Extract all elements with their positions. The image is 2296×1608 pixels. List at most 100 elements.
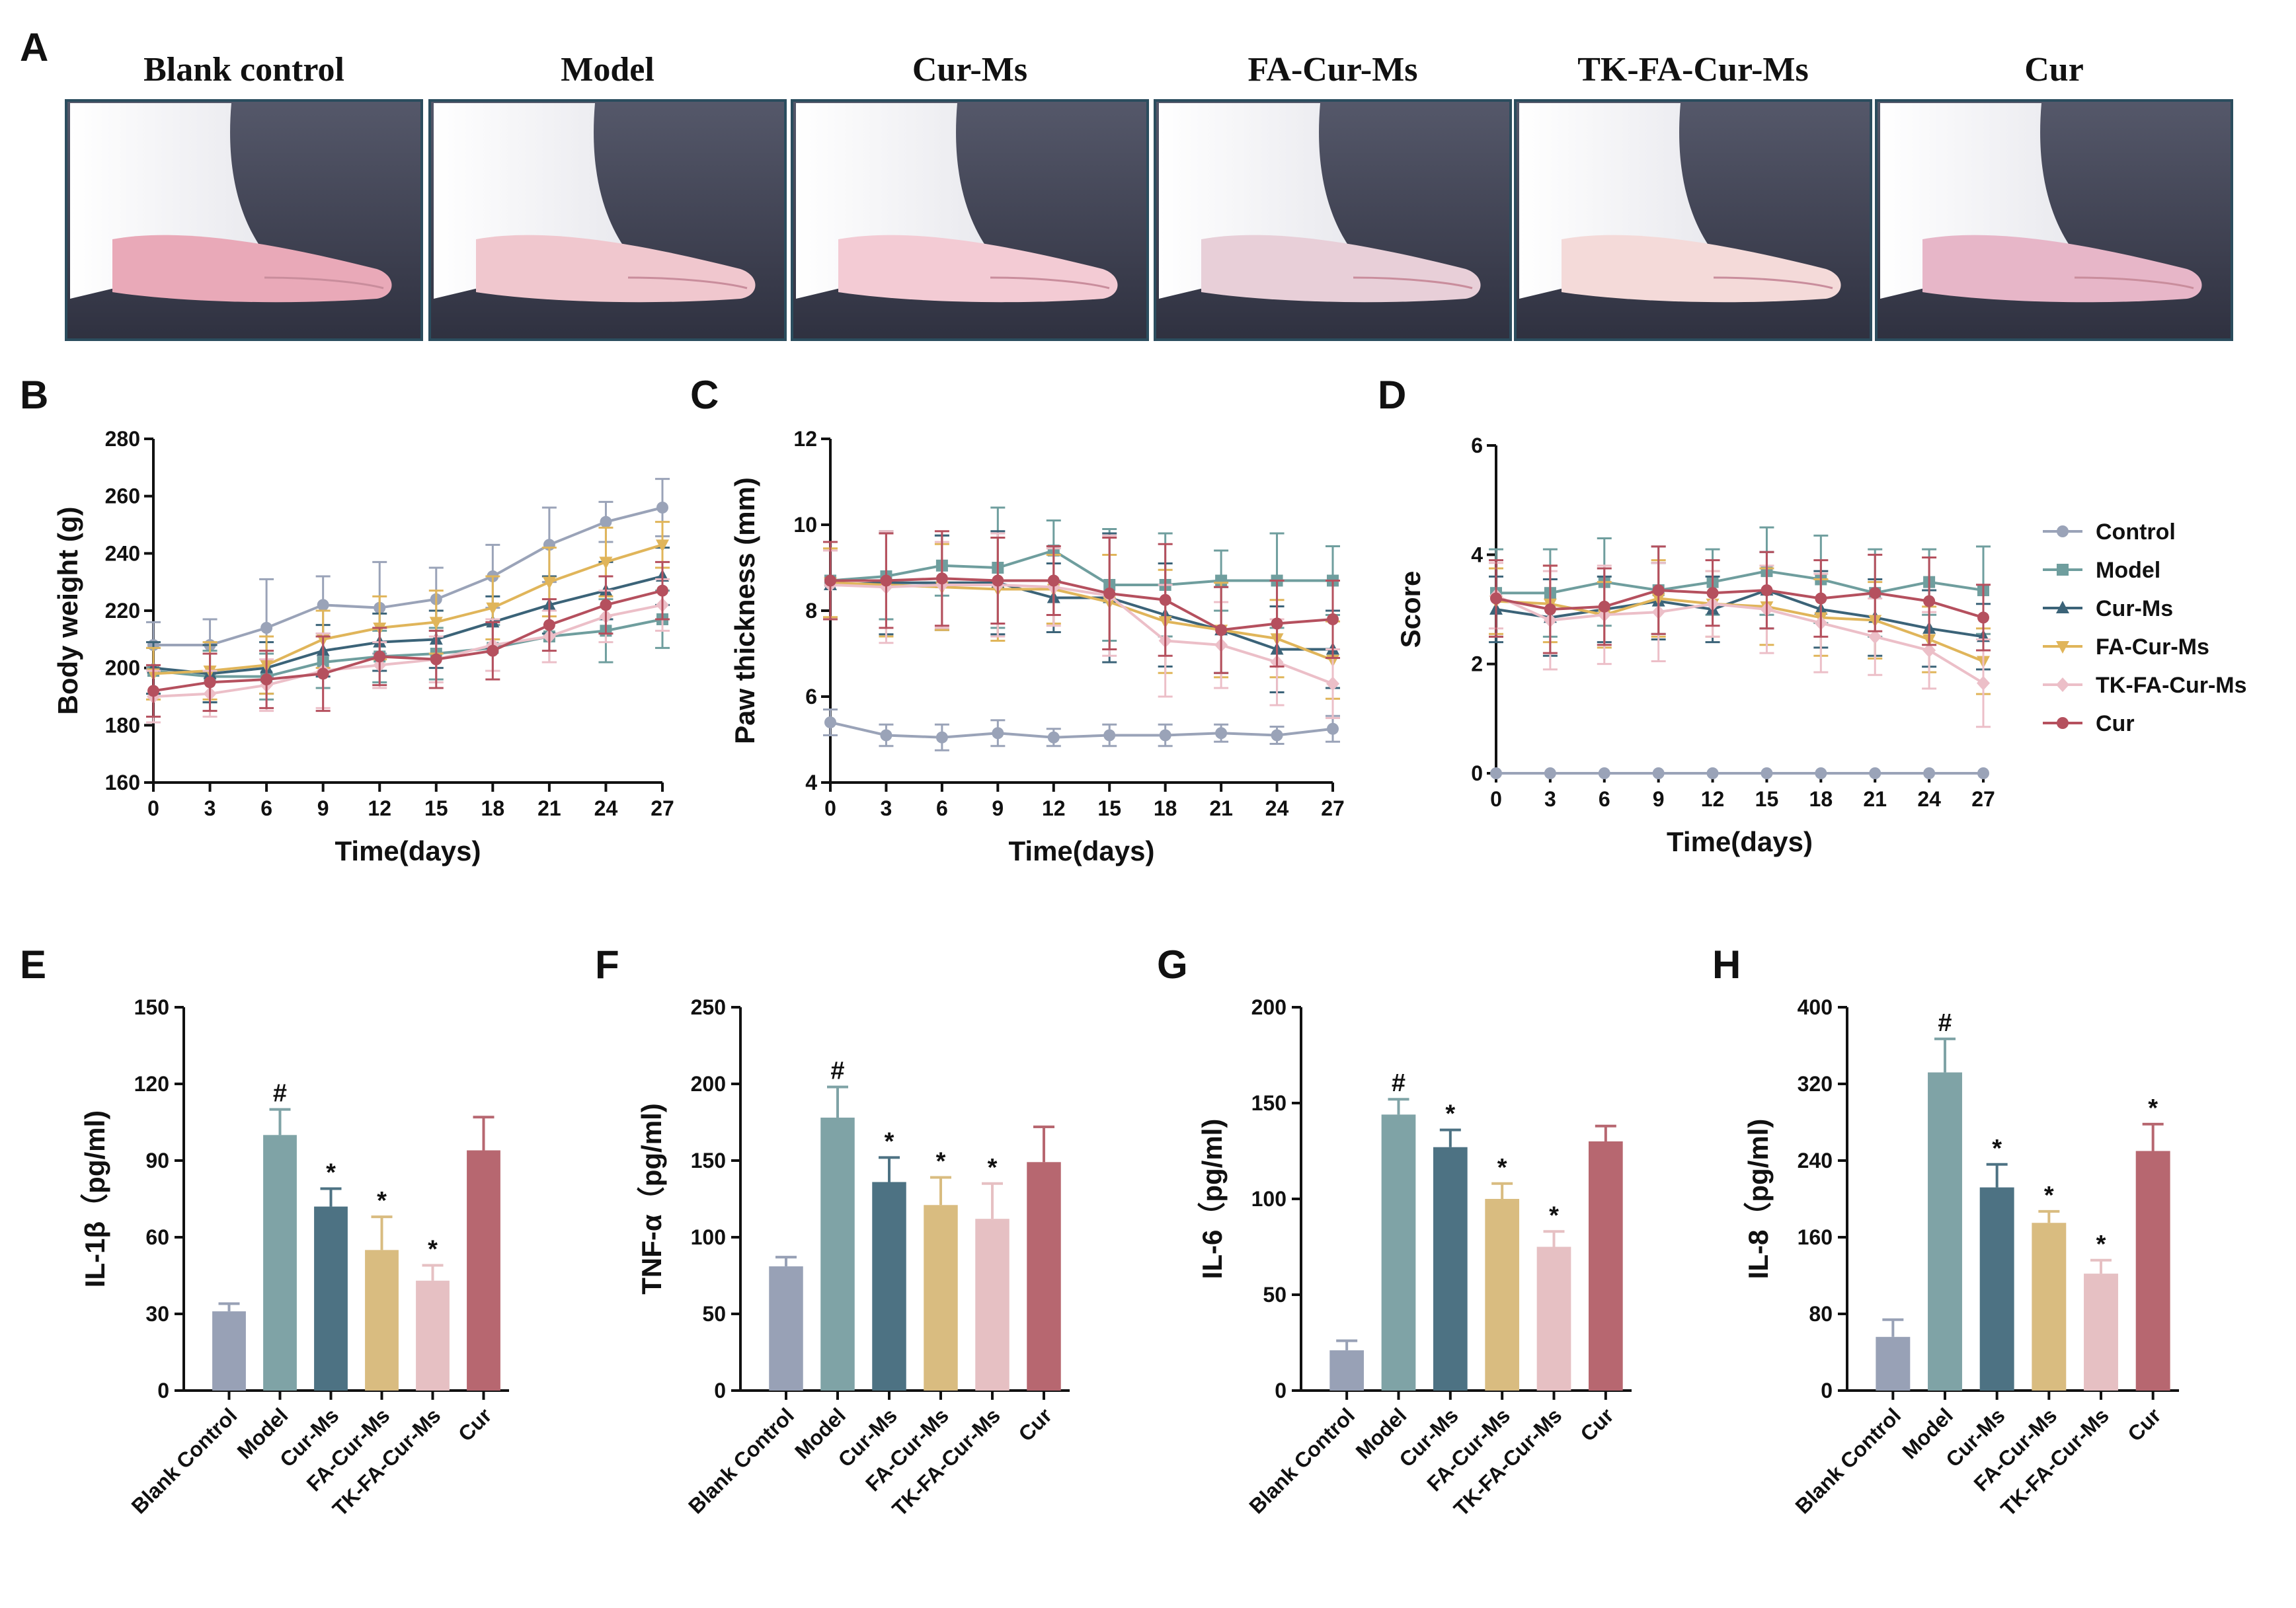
y-tick-label: 400 <box>1798 995 1833 1019</box>
bar-group-blank-control: Blank Control <box>1790 1318 1911 1518</box>
data-point <box>147 685 159 697</box>
x-tick-label: 0 <box>147 796 159 820</box>
x-tick-label: 27 <box>1321 796 1345 820</box>
tnf-a-bar-chart: 0 50 100 150 200 250 TNF-α（pg/ml) Blank Control… <box>636 995 1070 1521</box>
bar <box>467 1150 500 1391</box>
data-point <box>1977 611 1989 624</box>
x-tick-label: 12 <box>1042 796 1066 820</box>
data-point <box>600 599 612 611</box>
y-tick-label: 6 <box>1471 434 1483 457</box>
y-tick-label: 2 <box>1471 652 1483 676</box>
series-line <box>1495 594 1985 685</box>
data-point <box>1544 603 1556 615</box>
series-line <box>153 618 663 678</box>
legend-marker <box>2056 677 2069 692</box>
data-point <box>1159 593 1171 606</box>
legend-marker <box>2057 525 2069 537</box>
y-tick-label: 320 <box>1798 1072 1833 1096</box>
panel-label-f: F <box>595 942 619 987</box>
bar <box>2135 1151 2170 1391</box>
data-point <box>1327 613 1339 625</box>
x-tick-label: 9 <box>1653 787 1665 811</box>
x-tick-label: 0 <box>1490 787 1502 811</box>
significance-mark: * <box>2044 1182 2054 1209</box>
significance-mark: * <box>988 1154 998 1182</box>
series-line <box>830 721 1333 739</box>
x-tick-label: 0 <box>824 796 836 820</box>
data-point <box>543 619 555 631</box>
bar-group-blank-control: Blank Control <box>1244 1339 1365 1518</box>
significance-mark: * <box>326 1159 336 1187</box>
il-6-bar-chart: 0 50 100 150 200 IL-6（pg/ml) Blank Control#Mod… <box>1197 995 1632 1521</box>
legend-item-fa-cur-ms: FA-Cur-Ms <box>2043 634 2209 660</box>
y-tick-label: 260 <box>105 484 140 508</box>
y-tick-label: 50 <box>702 1302 726 1326</box>
bar-group-blank-control: Blank Control <box>127 1302 246 1518</box>
y-tick-label: 4 <box>1471 543 1483 566</box>
photo-title: TK-FA-Cur-Ms <box>1577 51 1808 89</box>
series-line <box>1495 588 1984 638</box>
bar-group-model: #Model <box>233 1080 297 1463</box>
data-point <box>1271 729 1283 742</box>
data-point <box>1815 767 1827 779</box>
paw <box>112 235 392 303</box>
bar <box>1588 1141 1623 1391</box>
x-tick-label: Blank Control <box>127 1403 242 1518</box>
data-point <box>1271 617 1283 630</box>
data-point <box>1598 600 1610 613</box>
toe-line <box>990 276 1110 289</box>
bar <box>2032 1223 2067 1391</box>
data-point <box>317 599 329 611</box>
significance-mark: * <box>936 1148 946 1176</box>
data-point <box>204 676 216 689</box>
bar-group-cur: Cur <box>1575 1124 1623 1446</box>
legend-item-model: Model <box>2043 558 2160 583</box>
series-line <box>153 506 663 646</box>
photo-blank-control: Blank control <box>65 51 423 341</box>
y-tick-label: 0 <box>1471 761 1483 785</box>
data-point <box>1327 722 1339 735</box>
data-point <box>1761 584 1773 597</box>
x-tick-label: 15 <box>1097 796 1121 820</box>
photo-model: Model <box>428 51 787 341</box>
x-tick-label: 18 <box>481 796 505 820</box>
photo-fa-cur-ms: FA-Cur-Ms <box>1154 51 1512 341</box>
significance-mark: # <box>1392 1069 1405 1097</box>
y-tick-label: 180 <box>105 713 140 737</box>
legend-label: Control <box>2096 519 2176 545</box>
data-point <box>1706 587 1719 599</box>
toe-line <box>264 276 384 289</box>
x-tick-label: 24 <box>1265 796 1289 820</box>
legend-label: Model <box>2096 558 2160 583</box>
data-point <box>1215 727 1228 740</box>
legend-marker <box>2056 641 2069 654</box>
y-tick-label: 280 <box>105 427 140 451</box>
series-line <box>830 581 1333 651</box>
photo-title: Blank control <box>143 51 344 89</box>
bar-group-cur: Cur <box>1014 1125 1061 1446</box>
bar-group-model: #Model <box>1897 1009 1962 1463</box>
series-cur <box>1489 545 1991 654</box>
series-line <box>153 543 663 675</box>
data-point <box>486 602 500 615</box>
series-line <box>153 575 663 675</box>
bar-group-model: #Model <box>1351 1069 1416 1463</box>
x-tick-label: 27 <box>1971 787 1995 811</box>
y-tick-label: 150 <box>134 995 169 1019</box>
photo-tk-fa-cur-ms: TK-FA-Cur-Ms <box>1514 51 1872 341</box>
significance-mark: # <box>830 1057 844 1085</box>
data-point <box>1103 588 1116 599</box>
body-weight-chart: 160 180 200 220 240 260 280 0 3 6 9 12 15 18 21 24 27 Tim… <box>52 427 674 866</box>
data-point <box>1652 767 1665 779</box>
data-point <box>1868 629 1882 644</box>
bar <box>416 1280 450 1391</box>
series-line <box>830 584 1333 685</box>
y-tick-label: 250 <box>691 995 726 1019</box>
bar-group-cur: Cur <box>454 1116 500 1446</box>
data-point <box>1977 767 1989 779</box>
significance-mark: * <box>1497 1154 1507 1182</box>
data-point <box>599 556 613 570</box>
photo-cur: Cur <box>1875 51 2233 341</box>
panel-label-g: G <box>1157 942 1188 987</box>
